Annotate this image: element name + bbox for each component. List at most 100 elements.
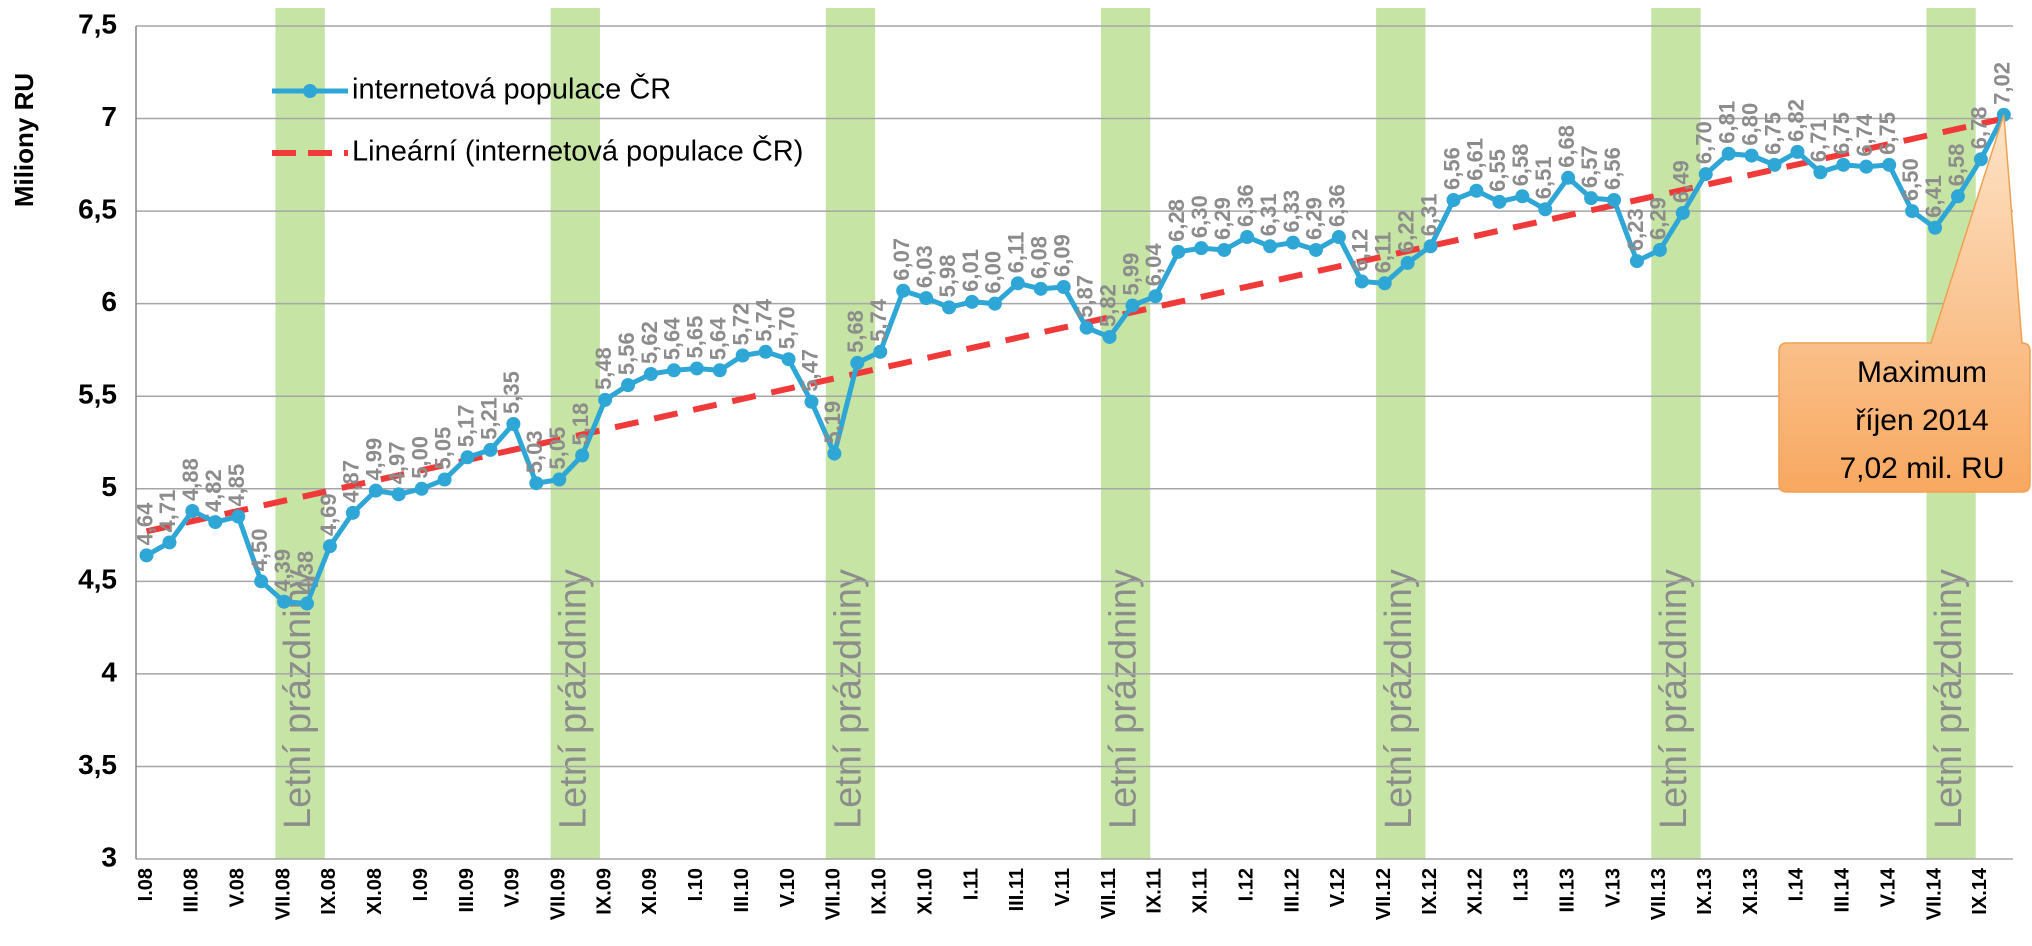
data-point — [437, 472, 452, 487]
data-label: 6,58 — [1944, 143, 1969, 186]
x-tick-label: III.12 — [1281, 868, 1303, 912]
data-label: 6,51 — [1531, 156, 1556, 199]
data-label: 6,07 — [889, 238, 914, 281]
data-label: 6,36 — [1233, 184, 1258, 227]
data-label: 4,88 — [178, 458, 203, 501]
data-label: 6,81 — [1714, 101, 1739, 144]
data-point — [1607, 193, 1622, 208]
x-tick-label: XI.10 — [914, 868, 936, 915]
band-label: Letní prázdniny — [1653, 569, 1695, 829]
data-point — [1148, 289, 1163, 304]
data-label: 4,97 — [385, 442, 410, 485]
data-point — [460, 450, 475, 465]
data-label: 6,41 — [1921, 175, 1946, 218]
x-tick-label: I.14 — [1786, 867, 1808, 901]
data-point — [277, 594, 292, 609]
data-point — [1400, 255, 1415, 270]
data-point — [208, 515, 223, 530]
x-tick-label: I.08 — [135, 868, 157, 901]
data-label: 5,70 — [774, 306, 799, 349]
data-label: 5,65 — [683, 316, 708, 359]
data-label: 4,82 — [201, 469, 226, 512]
data-label: 7,02 — [1990, 62, 2015, 105]
data-label: 5,03 — [522, 430, 547, 473]
series-line — [145, 113, 2007, 607]
x-tick-label: III.09 — [456, 868, 478, 912]
data-point — [1171, 244, 1186, 259]
x-tick-label: XI.12 — [1465, 868, 1487, 915]
data-point — [598, 392, 613, 407]
band-label: Letní prázdniny — [1928, 569, 1970, 829]
x-tick-label: VII.08 — [272, 868, 294, 920]
x-tick-label: I.12 — [1235, 868, 1257, 901]
data-point — [1446, 193, 1461, 208]
data-point — [1629, 254, 1644, 269]
x-tick-label: III.11 — [1006, 868, 1028, 911]
data-point — [896, 283, 911, 298]
x-tick-label: VII.12 — [1373, 868, 1395, 920]
data-point — [873, 344, 888, 359]
data-point — [1194, 241, 1209, 256]
summer-band — [1376, 8, 1426, 859]
legend-label: Lineární (internetová populace ČR) — [352, 134, 803, 168]
x-tick-label: I.10 — [685, 868, 707, 901]
data-label: 6,08 — [1027, 236, 1052, 279]
data-label: 6,00 — [981, 251, 1006, 294]
x-tick-label: V.12 — [1327, 868, 1349, 907]
data-label: 5,35 — [499, 371, 524, 414]
data-label: 6,03 — [912, 245, 937, 288]
data-point — [712, 363, 727, 378]
summer-band — [275, 8, 325, 859]
data-point — [185, 503, 200, 518]
data-label: 6,28 — [1164, 199, 1189, 242]
data-point — [942, 300, 957, 315]
data-label: 6,31 — [1416, 193, 1441, 236]
data-label: 5,48 — [591, 347, 616, 390]
x-tick-label: V.11 — [1052, 868, 1074, 906]
y-tick-label: 4,5 — [78, 564, 117, 595]
data-label: 4,50 — [247, 529, 272, 572]
x-tick-label: IX.13 — [1694, 868, 1716, 915]
data-point — [1469, 183, 1484, 198]
data-point — [1813, 165, 1828, 180]
data-label: 6,36 — [1325, 184, 1350, 227]
callout-box — [1778, 114, 2031, 493]
data-label: 6,68 — [1554, 125, 1579, 168]
data-point — [1217, 242, 1232, 257]
x-tick-label: VII.14 — [1923, 867, 1945, 920]
data-point — [1675, 205, 1690, 220]
data-point — [231, 509, 246, 524]
data-point — [529, 476, 544, 491]
callout-text: 7,02 mil. RU — [1839, 452, 2004, 485]
data-label: 4,39 — [270, 549, 295, 592]
data-label: 6,55 — [1485, 149, 1510, 192]
data-label: 4,87 — [339, 460, 364, 503]
data-label: 6,78 — [1967, 106, 1992, 149]
x-tick-label: V.13 — [1602, 868, 1624, 907]
data-point — [1423, 239, 1438, 254]
band-label: Letní prázdniny — [277, 569, 319, 829]
data-point — [1859, 159, 1874, 174]
data-label: 5,00 — [407, 436, 432, 479]
data-label: 4,99 — [362, 438, 387, 481]
data-point — [1033, 281, 1048, 296]
data-point — [919, 291, 934, 306]
x-tick-label: IX.14 — [1969, 867, 1991, 915]
data-label: 6,29 — [1302, 197, 1327, 240]
y-tick-label: 3,5 — [78, 749, 117, 780]
data-point — [1263, 239, 1278, 254]
data-label: 6,70 — [1692, 121, 1717, 164]
x-tick-label: XI.09 — [639, 868, 661, 915]
data-label: 5,72 — [728, 303, 753, 346]
data-point — [643, 367, 658, 382]
data-label: 5,62 — [637, 321, 662, 364]
data-label: 5,87 — [1072, 275, 1097, 318]
data-point — [1102, 329, 1117, 344]
band-label: Letní prázdniny — [1378, 569, 1420, 829]
data-point — [735, 348, 750, 363]
data-label: 6,23 — [1623, 208, 1648, 251]
data-label: 5,98 — [935, 255, 960, 298]
data-point — [1928, 220, 1943, 235]
data-label: 6,29 — [1210, 197, 1235, 240]
